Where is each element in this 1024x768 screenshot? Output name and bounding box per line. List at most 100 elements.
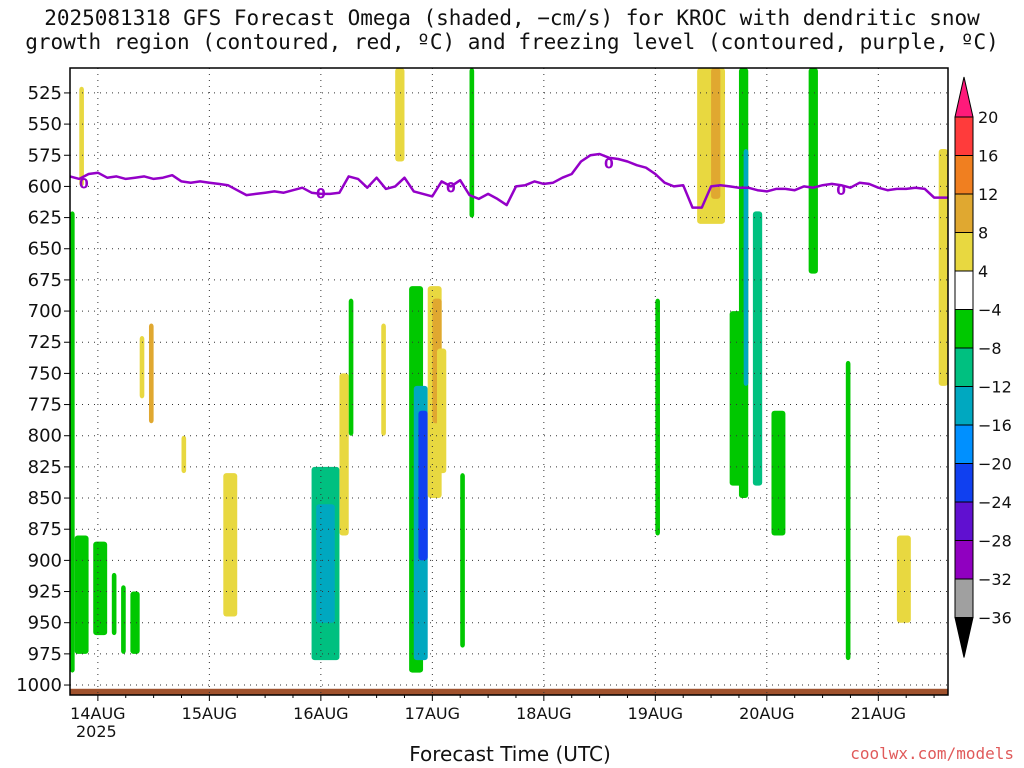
omega-region-18 <box>418 410 428 561</box>
colorbar-label-4: 4 <box>978 262 988 281</box>
colorbar-label-5: −4 <box>978 301 1002 320</box>
colorbar-label-7: −12 <box>978 378 1012 397</box>
x-tick-label-20AUG: 20AUG <box>739 704 794 723</box>
colorbar-label-3: 8 <box>978 224 988 243</box>
x-tick-label-17AUG: 17AUG <box>405 704 460 723</box>
colorbar: 20 16 12 8 4 −4 −8 −12 −16 −20 −24 −28 −32 −36 <box>954 76 1012 658</box>
omega-region-24 <box>469 68 475 218</box>
omega-region-3 <box>111 572 117 636</box>
y-tick-label-775: 775 <box>28 395 62 416</box>
y-tick-label-925: 925 <box>28 582 62 603</box>
colorbar-label-2: 12 <box>978 185 998 204</box>
colorbar-swatch-8 <box>954 386 974 426</box>
colorbar-swatch-5 <box>954 270 974 310</box>
y-axis-ticks: 525 550 575 600 625 650 675 700 725 750 775 800 825 8… <box>16 83 70 696</box>
y-tick-label-750: 750 <box>28 363 62 384</box>
colorbar-swatch-6 <box>954 309 974 349</box>
omega-region-21 <box>436 348 447 474</box>
freezing-level-label-1: 0 <box>316 187 326 203</box>
x-tick-label-21AUG: 21AUG <box>851 704 906 723</box>
y-tick-label-700: 700 <box>28 301 62 322</box>
omega-region-31 <box>752 211 763 486</box>
colorbar-swatch-4 <box>954 232 974 272</box>
omega-region-5 <box>130 591 140 654</box>
freezing-level-line <box>69 152 948 209</box>
omega-region-33 <box>808 68 818 274</box>
colorbar-label-8: −16 <box>978 416 1012 435</box>
omega-region-1 <box>74 535 89 654</box>
omega-region-27 <box>711 68 721 199</box>
y-tick-label-1000: 1000 <box>16 675 62 696</box>
title-line-2: growth region (contoured, red, ºC) and f… <box>25 30 999 54</box>
omega-region-7 <box>79 86 84 187</box>
omega-region-23 <box>395 68 405 162</box>
omega-region-8 <box>139 336 145 399</box>
omega-region-4 <box>121 585 126 654</box>
y-tick-label-650: 650 <box>28 239 62 260</box>
y-tick-label-625: 625 <box>28 208 62 229</box>
colorbar-swatch-2 <box>954 155 974 195</box>
freezing-level-label-0: 0 <box>79 177 89 193</box>
colorbar-bottom-arrow <box>954 617 974 658</box>
grid-lines <box>70 68 948 695</box>
y-tick-label-725: 725 <box>28 332 62 353</box>
colorbar-swatch-13 <box>954 578 974 618</box>
year-label: 2025 <box>76 722 117 741</box>
y-tick-label-525: 525 <box>28 83 62 104</box>
credit-link[interactable]: coolwx.com/models <box>850 744 1014 763</box>
colorbar-swatch-9 <box>954 424 974 464</box>
colorbar-swatch-11 <box>954 501 974 541</box>
y-tick-label-600: 600 <box>28 176 62 197</box>
omega-region-15 <box>381 323 386 436</box>
omega-region-22 <box>460 473 465 648</box>
omega-region-32 <box>771 410 786 536</box>
omega-region-34 <box>845 360 851 661</box>
colorbar-label-6: −8 <box>978 339 1002 358</box>
omega-region-25 <box>655 298 660 536</box>
colorbar-swatch-3 <box>954 193 974 233</box>
omega-region-13 <box>339 373 349 536</box>
y-tick-label-875: 875 <box>28 519 62 540</box>
y-tick-label-675: 675 <box>28 270 62 291</box>
omega-region-36 <box>938 149 948 386</box>
omega-region-35 <box>896 535 911 623</box>
freezing-level-label-3: 0 <box>604 157 614 173</box>
ground-strip <box>70 688 948 695</box>
omega-region-29 <box>743 149 749 386</box>
colorbar-swatch-12 <box>954 540 974 580</box>
colorbar-label-12: −32 <box>978 570 1012 589</box>
chart-title: 2025081318 GFS Forecast Omega (shaded, −… <box>0 6 1024 54</box>
freezing-level-label-2: 0 <box>446 180 456 196</box>
x-axis-ticks: 14AUG 15AUG 16AUG 17AUG 18AUG 19AUG 20AUG 21AUG <box>70 695 935 723</box>
x-axis-label: Forecast Time (UTC) <box>409 742 611 766</box>
colorbar-top-arrow <box>954 76 974 118</box>
omega-region-30 <box>729 311 744 486</box>
freezing-level-label-4: 0 <box>836 183 846 199</box>
y-tick-label-575: 575 <box>28 145 62 166</box>
colorbar-label-0: 20 <box>978 108 998 127</box>
colorbar-label-13: −36 <box>978 609 1012 628</box>
omega-region-2 <box>93 541 108 636</box>
omega-region-14 <box>348 298 354 436</box>
y-tick-label-850: 850 <box>28 488 62 509</box>
omega-region-10 <box>181 435 187 474</box>
y-tick-label-900: 900 <box>28 550 62 571</box>
y-tick-label-975: 975 <box>28 644 62 665</box>
y-tick-label-825: 825 <box>28 457 62 478</box>
title-line-1: 2025081318 GFS Forecast Omega (shaded, −… <box>44 6 980 30</box>
colorbar-label-11: −28 <box>978 532 1012 551</box>
x-tick-label-16AUG: 16AUG <box>293 704 348 723</box>
colorbar-label-1: 16 <box>978 147 998 166</box>
ground-strip-fill <box>70 688 948 695</box>
y-tick-label-550: 550 <box>28 114 62 135</box>
omega-region-9 <box>148 323 154 424</box>
omega-region-12 <box>316 504 335 623</box>
omega-shading <box>70 68 948 673</box>
x-tick-label-15AUG: 15AUG <box>182 704 237 723</box>
plot-frame <box>69 67 949 696</box>
colorbar-swatch-1 <box>954 116 974 156</box>
omega-region-6 <box>223 473 238 617</box>
x-tick-label-18AUG: 18AUG <box>516 704 571 723</box>
omega-region-0 <box>70 211 75 673</box>
